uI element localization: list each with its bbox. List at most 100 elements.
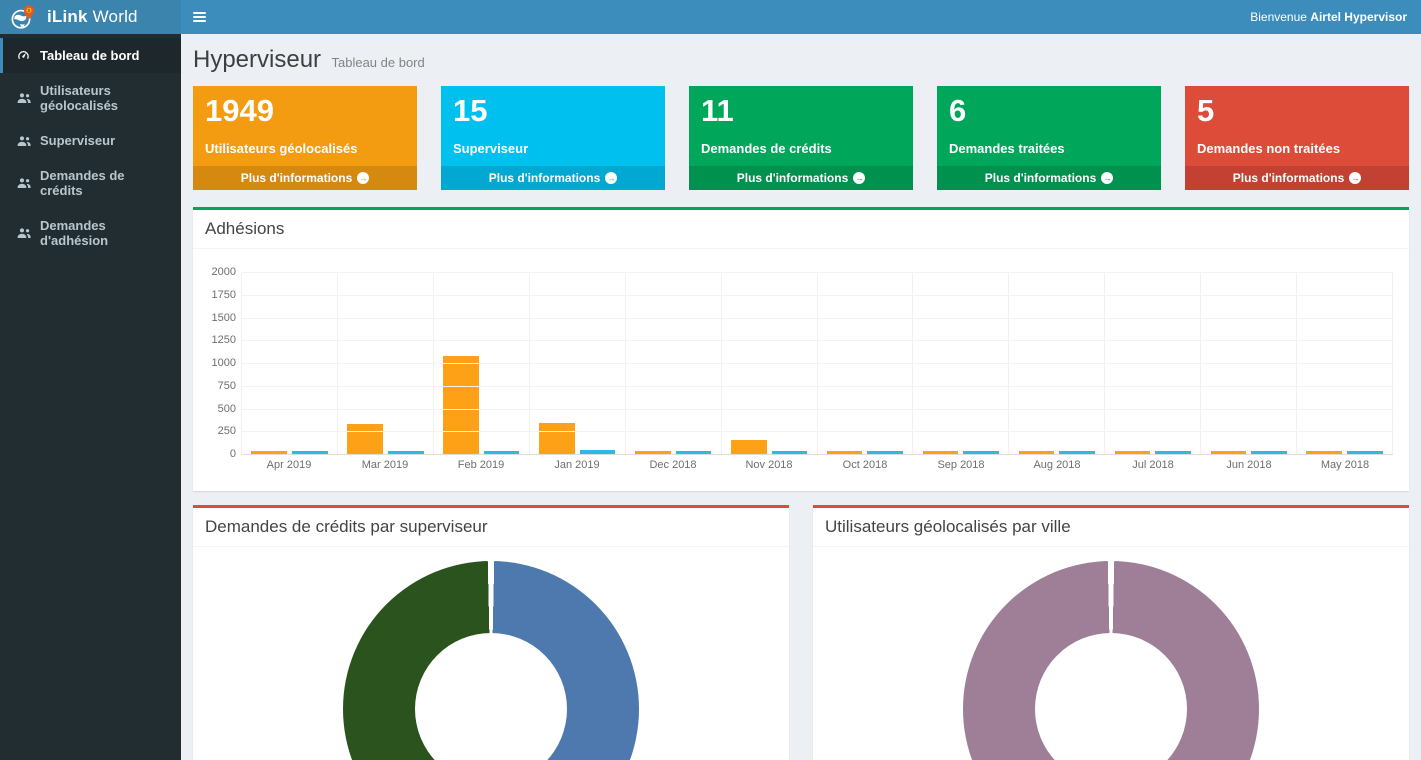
sidebar-toggle-hamburger-icon[interactable]: [181, 0, 217, 34]
x-tick-label: Nov 2018: [745, 459, 793, 471]
credits-by-supervisor-card: Demandes de crédits par superviseur: [193, 505, 789, 760]
bar-series0-0[interactable]: [251, 451, 287, 455]
more-info-link[interactable]: Plus d'informations →: [193, 166, 417, 190]
bar-series0-2[interactable]: [443, 355, 479, 455]
brand-name-light: World: [92, 7, 138, 26]
more-info-label: Plus d'informations: [736, 171, 849, 185]
welcome-user[interactable]: Bienvenue Airtel Hypervisor: [1236, 10, 1421, 24]
bar-series0-10[interactable]: [1210, 451, 1247, 455]
info-box-value: 5: [1197, 93, 1215, 128]
x-tick-label: Dec 2018: [649, 459, 697, 471]
x-tick-label: Feb 2019: [457, 459, 505, 471]
arrow-circle-right-icon: →: [1349, 172, 1362, 184]
dashboard-icon: [16, 49, 31, 62]
bar-series1-5[interactable]: [771, 451, 808, 455]
bar-series1-3[interactable]: [579, 449, 616, 455]
more-info-link[interactable]: Plus d'informations →: [937, 166, 1161, 190]
info-box-label: Superviseur: [453, 140, 529, 156]
users-by-city-donut-chart[interactable]: [963, 561, 1259, 760]
x-tick-label: Oct 2018: [842, 459, 888, 471]
username: Airtel Hypervisor: [1310, 10, 1407, 24]
bar-series0-8[interactable]: [1018, 451, 1055, 455]
bar-group-5: [722, 273, 818, 455]
bar-series0-9[interactable]: [1114, 451, 1151, 455]
bar-series0-1[interactable]: [347, 424, 383, 455]
bar-series1-9[interactable]: [1155, 451, 1191, 455]
bar-series1-2[interactable]: [483, 451, 520, 455]
adhesions-card-title: Adhésions: [205, 219, 285, 238]
sidebar-item-2[interactable]: Superviseur: [0, 123, 181, 158]
x-tick-label: May 2018: [1320, 459, 1370, 471]
x-tick-label: Jun 2018: [1226, 459, 1272, 471]
bar-series0-4[interactable]: [635, 451, 671, 455]
more-info-label: Plus d'informations: [1232, 171, 1345, 185]
bar-series0-3[interactable]: [539, 423, 575, 455]
bar-series0-7[interactable]: [922, 451, 959, 455]
bar-series1-6[interactable]: [867, 451, 904, 455]
more-info-link[interactable]: Plus d'informations →: [1185, 166, 1409, 190]
bar-series1-1[interactable]: [387, 451, 424, 455]
bar-series1-8[interactable]: [1059, 451, 1095, 455]
main-header: $ iLink World Bienvenue Airtel Hyperviso…: [0, 0, 1421, 34]
x-tick-label: Aug 2018: [1033, 459, 1081, 471]
more-info-label: Plus d'informations: [984, 171, 1097, 185]
bar-plot-area: 0 250 500 750 1000 1250 1500 1750 2000: [212, 266, 1394, 460]
bar-group-11: [1297, 273, 1394, 455]
x-tick-label: Apr 2019: [266, 459, 312, 471]
x-tick-label: Jul 2018: [1132, 459, 1174, 471]
donut-cards-row: Demandes de crédits par superviseur Util…: [193, 505, 1409, 760]
bar-group-3: [530, 273, 626, 455]
brand-name: iLink World: [47, 7, 138, 27]
x-tick-label: Jan 2019: [554, 459, 600, 471]
users-icon: [16, 227, 31, 239]
sidebar-item-1[interactable]: Utilisateurs géolocalisés: [0, 73, 181, 123]
y-gridline: 250: [218, 425, 1393, 437]
sidebar-item-label: Utilisateurs géolocalisés: [40, 83, 119, 113]
info-box-value: 6: [949, 93, 967, 128]
info-box-label: Demandes traitées: [949, 140, 1065, 156]
more-info-label: Plus d'informations: [488, 171, 601, 185]
info-box-value: 15: [453, 93, 488, 128]
sidebar-item-label: Demandes d'adhésion: [40, 218, 109, 248]
bar-series1-7[interactable]: [963, 451, 1000, 455]
adhesions-card: Adhésions 0 250 500 750 1000 1250 1500 1750 2000…: [193, 207, 1409, 491]
welcome-prefix: Bienvenue: [1250, 10, 1307, 24]
bar-group-6: [818, 273, 914, 455]
info-box-2: 11 Demandes de crédits Plus d'informations…: [689, 86, 913, 190]
more-info-link[interactable]: Plus d'informations →: [441, 166, 665, 190]
sidebar-item-4[interactable]: Demandes d'adhésion: [0, 208, 181, 258]
content-header: Hyperviseur Tableau de bord: [193, 44, 1409, 86]
y-tick-label: 750: [217, 379, 236, 392]
sidebar-item-0[interactable]: Tableau de bord: [0, 38, 181, 73]
bar-group-7: [913, 273, 1010, 455]
credits-by-supervisor-donut-chart[interactable]: [343, 561, 639, 760]
bar-series1-11[interactable]: [1347, 451, 1383, 455]
bar-group-8: [1009, 273, 1106, 455]
arrow-circle-right-icon: →: [357, 172, 370, 184]
bar-series0-5[interactable]: [730, 440, 767, 455]
y-gridline: 1500: [212, 312, 1393, 324]
sidebar: Tableau de bord Utilisateurs géolocalisés…: [0, 34, 181, 760]
y-gridline: 750: [218, 380, 1393, 392]
info-box-1: 15 Superviseur Plus d'informations →: [441, 86, 665, 190]
brand-logo[interactable]: $ iLink World: [0, 0, 181, 34]
bar-series0-11[interactable]: [1306, 451, 1343, 455]
globe-pin-logo-icon: $: [10, 4, 37, 31]
info-box-value: 1949: [205, 93, 274, 128]
sidebar-item-3[interactable]: Demandes de crédits: [0, 158, 181, 208]
y-gridline: 1250: [212, 334, 1393, 346]
bar-group-9: [1105, 273, 1202, 455]
top-navbar: Bienvenue Airtel Hypervisor: [181, 0, 1421, 34]
adhesions-card-header: Adhésions: [193, 210, 1409, 249]
y-gridline: 1000: [212, 357, 1393, 369]
info-box-label: Demandes non traitées: [1197, 140, 1341, 156]
x-tick-label: Sep 2018: [937, 459, 985, 471]
info-box-label: Demandes de crédits: [701, 140, 832, 156]
bar-series0-6[interactable]: [826, 451, 863, 455]
bar-series1-0[interactable]: [291, 451, 328, 455]
bar-series1-4[interactable]: [675, 451, 712, 455]
bar-group-1: [338, 273, 434, 455]
bar-series1-10[interactable]: [1251, 451, 1287, 455]
bar-group-2: [434, 273, 530, 455]
more-info-link[interactable]: Plus d'informations →: [689, 166, 913, 190]
